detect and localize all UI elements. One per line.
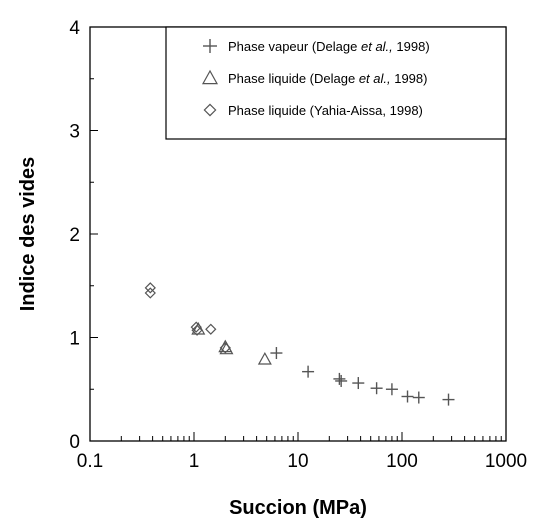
x-tick-label: 10 [287, 451, 308, 472]
data-point-diamond [144, 282, 156, 294]
tick-labels: 0.1 1 10 100 1000 0 1 2 3 4 [69, 18, 527, 472]
y-tick-label: 3 [69, 122, 80, 143]
y-tick-label: 1 [69, 329, 80, 350]
legend-label: Phase liquide (Yahia-Aissa, 1998) [228, 103, 423, 118]
legend: Phase vapeur (Delage et al., 1998) Phase … [165, 26, 507, 140]
y-tick-label: 2 [69, 225, 80, 246]
data-point-plus [412, 391, 425, 404]
axis-ticks [89, 26, 507, 442]
y-tick-label: 0 [69, 432, 80, 453]
legend-label: Phase liquide (Delage et al., 1998) [228, 71, 427, 86]
data-point-plus [442, 393, 455, 406]
data-point-diamond [144, 287, 156, 299]
x-axis-title: Succion (MPa) [229, 497, 367, 519]
y-tick-label: 4 [69, 18, 80, 39]
x-tick-label: 100 [386, 451, 418, 472]
legend-marker-diamond [203, 103, 217, 117]
data-point-plus [370, 382, 383, 395]
data-point-diamond [191, 324, 203, 336]
legend-label: Phase vapeur (Delage et al., 1998) [228, 39, 430, 54]
data-point-plus [335, 374, 348, 387]
data-point-diamond [190, 321, 202, 333]
data-point-plus [270, 347, 283, 360]
data-marks [144, 282, 455, 406]
legend-box [165, 26, 507, 140]
data-point-plus [401, 390, 414, 403]
legend-marker-plus [203, 39, 217, 53]
y-axis-title: Indice des vides [17, 157, 39, 312]
data-point-plus [333, 372, 346, 385]
x-tick-label: 1000 [485, 451, 527, 472]
x-tick-label: 1 [189, 451, 200, 472]
data-point-diamond [219, 342, 231, 354]
data-point-plus [385, 383, 398, 396]
data-point-diamond [205, 323, 217, 335]
data-point-plus [302, 365, 315, 378]
legend-marker-triangle [201, 69, 219, 85]
x-tick-label: 0.1 [77, 451, 103, 472]
data-point-triangle [257, 351, 272, 365]
data-point-plus [352, 377, 365, 390]
